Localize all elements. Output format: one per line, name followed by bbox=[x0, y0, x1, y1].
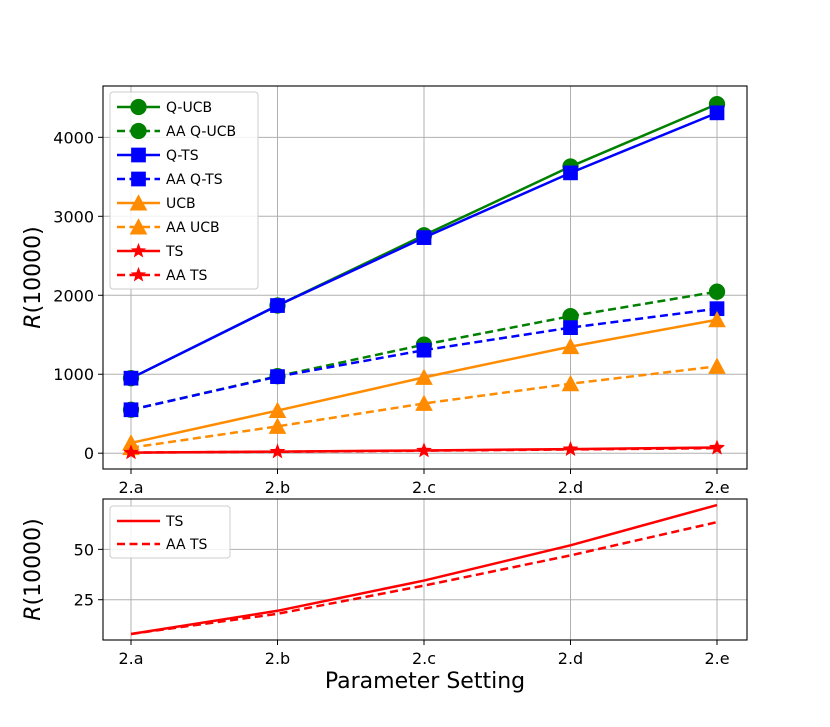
plot-area bbox=[130, 503, 718, 636]
data-point bbox=[415, 394, 433, 411]
legend-entry-aa-q-ucb: AA Q-UCB bbox=[117, 122, 236, 140]
data-point bbox=[562, 308, 579, 325]
data-point bbox=[416, 342, 432, 358]
data-point bbox=[270, 369, 285, 384]
x-tick-label: 2.e bbox=[704, 478, 729, 497]
legend-marker bbox=[131, 147, 146, 163]
legend-marker bbox=[130, 266, 147, 282]
x-axis-label: Parameter Setting bbox=[325, 669, 525, 694]
data-point bbox=[708, 310, 726, 328]
legend-entry-q-ts: Q-TS bbox=[117, 147, 199, 164]
legend-marker bbox=[129, 218, 148, 235]
x-tick-label: 2.a bbox=[118, 649, 143, 668]
series-aa-ts bbox=[123, 440, 725, 460]
data-point bbox=[415, 368, 433, 385]
legend-label: Q-TS bbox=[166, 148, 199, 164]
y-tick-label: 25 bbox=[74, 591, 94, 610]
legend: TS AA TS bbox=[109, 505, 231, 559]
x-tick-label: 2.c bbox=[412, 478, 436, 497]
legend-label: TS bbox=[165, 244, 184, 260]
legend-entry-ts: TS bbox=[117, 242, 184, 260]
legend-box bbox=[109, 505, 231, 559]
data-point bbox=[563, 320, 578, 336]
series-line bbox=[130, 365, 718, 449]
legend-box bbox=[109, 91, 259, 290]
data-point bbox=[269, 443, 286, 459]
data-point bbox=[563, 165, 578, 181]
legend-label: TS bbox=[165, 514, 184, 530]
series-line bbox=[130, 503, 718, 636]
axes-frame bbox=[102, 498, 748, 641]
y-tick-label: 4000 bbox=[53, 128, 94, 147]
legend: Q-UCB AA Q-UCB Q-TS AA Q-TS UCB AA UCB TS AA TS bbox=[109, 91, 259, 290]
data-point bbox=[270, 298, 285, 313]
data-point bbox=[416, 230, 432, 245]
legend-entry-ucb: UCB bbox=[117, 194, 196, 212]
legend-label: AA UCB bbox=[166, 220, 220, 236]
data-point bbox=[416, 442, 432, 458]
x-tick-label: 2.e bbox=[704, 649, 729, 668]
legend-marker bbox=[130, 122, 147, 140]
series-ts bbox=[130, 503, 718, 636]
x-tick-label: 2.a bbox=[118, 478, 143, 497]
legend-marker bbox=[129, 194, 148, 211]
y-tick-label: 3000 bbox=[53, 207, 94, 226]
ticks: 2.a 2.b 2.c 2.d 2.e 0 1000 2000 3000 4000 bbox=[53, 128, 729, 497]
ticks: 2.a 2.b 2.c 2.d 2.e 25 50 bbox=[74, 540, 730, 668]
legend-entry-aa-ts: AA TS bbox=[117, 266, 208, 284]
legend-entry-ts: TS bbox=[117, 514, 184, 530]
legend-marker bbox=[131, 171, 146, 187]
y-axis-label: R(10000) bbox=[21, 518, 46, 620]
x-tick-label: 2.d bbox=[558, 478, 583, 497]
data-point bbox=[561, 374, 580, 392]
x-tick-label: 2.b bbox=[265, 478, 290, 497]
data-point bbox=[123, 370, 139, 386]
data-point bbox=[268, 401, 287, 419]
axes-frame bbox=[102, 85, 748, 470]
y-tick-label: 2000 bbox=[53, 286, 94, 305]
legend-label: AA TS bbox=[166, 268, 208, 284]
plot-area bbox=[122, 96, 726, 460]
x-tick-label: 2.c bbox=[412, 649, 436, 668]
legend-marker bbox=[130, 98, 147, 116]
y-axis-label: R(10000) bbox=[21, 226, 46, 328]
y-tick-label: 0 bbox=[84, 444, 94, 463]
data-point bbox=[708, 283, 726, 300]
data-point bbox=[268, 417, 287, 434]
legend-label: Q-UCB bbox=[166, 100, 212, 116]
data-point bbox=[708, 357, 726, 374]
data-point bbox=[561, 337, 580, 355]
y-tick-label: 1000 bbox=[53, 365, 94, 384]
top-panel: 2.a 2.b 2.c 2.d 2.e 0 1000 2000 3000 4000 R(10000)… bbox=[21, 85, 748, 497]
data-point bbox=[709, 105, 725, 121]
data-point bbox=[709, 440, 725, 455]
data-point bbox=[123, 444, 139, 460]
y-tick-label: 50 bbox=[74, 540, 94, 559]
legend-label: UCB bbox=[166, 196, 196, 212]
x-tick-label: 2.d bbox=[558, 649, 583, 668]
data-point bbox=[562, 441, 579, 457]
legend-entry-aa-q-ts: AA Q-TS bbox=[117, 171, 223, 188]
x-tick-label: 2.b bbox=[265, 649, 290, 668]
legend-label: AA TS bbox=[166, 537, 208, 553]
legend-label: AA Q-TS bbox=[166, 172, 223, 188]
legend-entry-q-ucb: Q-UCB bbox=[117, 98, 212, 116]
legend-label: AA Q-UCB bbox=[166, 124, 236, 140]
legend-entry-aa-ucb: AA UCB bbox=[117, 218, 220, 236]
bottom-panel: 2.a 2.b 2.c 2.d 2.e 25 50 R(10000) Parameter Set… bbox=[21, 498, 748, 694]
series-aa-q-ts bbox=[123, 301, 725, 418]
data-point bbox=[709, 301, 725, 317]
legend-entry-aa-ts: AA TS bbox=[117, 537, 208, 553]
series-q-ts bbox=[123, 105, 725, 386]
series-line bbox=[130, 307, 718, 411]
data-point bbox=[123, 402, 139, 418]
legend-marker bbox=[130, 242, 147, 258]
